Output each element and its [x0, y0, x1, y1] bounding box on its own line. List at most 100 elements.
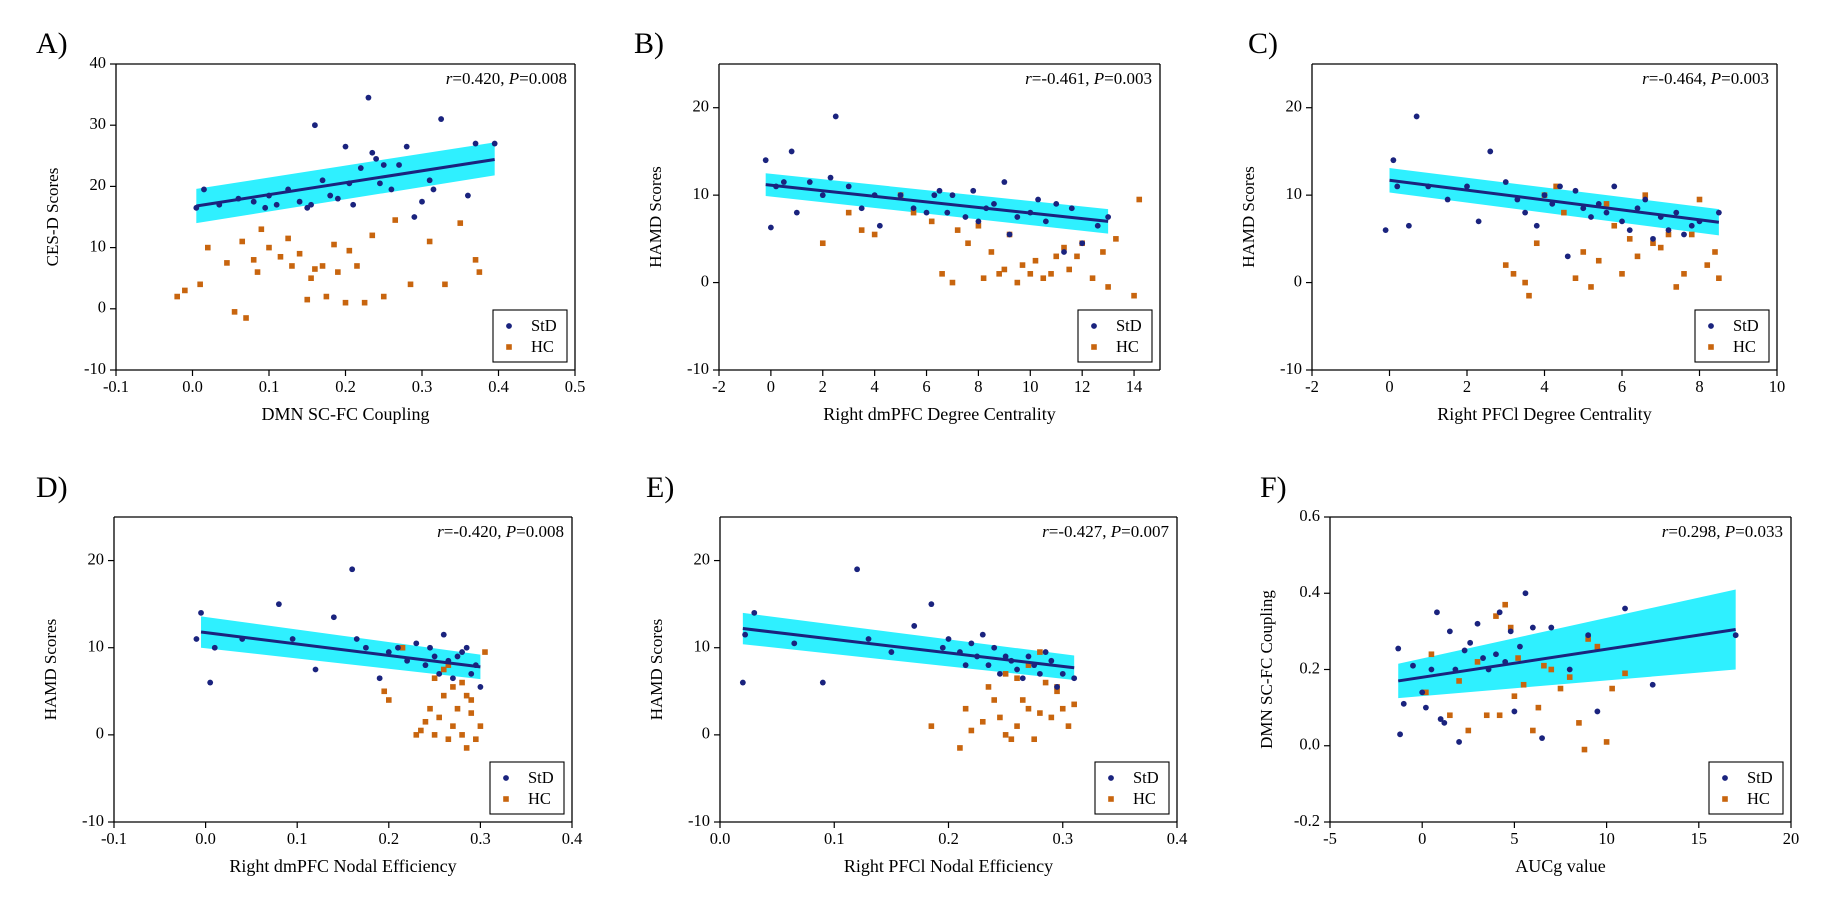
- std-point: [1079, 240, 1086, 247]
- hc-point: [1465, 727, 1472, 734]
- hc-point: [1520, 681, 1527, 688]
- hc-point: [1557, 685, 1564, 692]
- y-tick-label: 10: [694, 636, 711, 655]
- std-point: [1061, 249, 1067, 255]
- std-point: [422, 662, 429, 669]
- std-point: [1382, 227, 1389, 234]
- std-point: [369, 149, 376, 156]
- x-tick-label: 5: [1510, 829, 1518, 848]
- hc-point: [250, 257, 257, 263]
- hc-point: [468, 710, 475, 716]
- std-point: [1444, 196, 1451, 203]
- regression-line: [196, 157, 495, 208]
- std-point: [1461, 647, 1468, 654]
- hc-point: [1423, 689, 1429, 696]
- hc-point: [1065, 723, 1072, 729]
- x-tick-label: 0.3: [1052, 829, 1073, 848]
- hc-point: [1603, 739, 1610, 745]
- hc-point: [1580, 249, 1587, 255]
- x-axis-label: Right PFCl Nodal Efficiency: [844, 856, 1053, 876]
- hc-point: [957, 745, 963, 751]
- y-tick-label: 40: [90, 53, 107, 72]
- hc-point: [1665, 231, 1672, 238]
- std-point: [1673, 209, 1680, 216]
- hc-point: [1061, 244, 1067, 251]
- std-point: [832, 113, 839, 120]
- std-point: [1539, 735, 1545, 742]
- std-point: [450, 675, 456, 682]
- y-tick-label: 0: [98, 298, 106, 317]
- legend-hc-label: HC: [1733, 337, 1756, 356]
- hc-point: [418, 727, 424, 734]
- std-point: [991, 200, 997, 207]
- hc-point: [442, 281, 448, 288]
- x-tick-label: 14: [1126, 377, 1143, 396]
- x-tick-label: 20: [1783, 829, 1800, 848]
- std-point: [413, 640, 420, 647]
- y-tick-label: 0.0: [1299, 735, 1320, 754]
- std-point: [1588, 214, 1594, 220]
- std-point: [419, 198, 425, 205]
- hc-point: [459, 732, 465, 738]
- x-tick-label: 0: [1418, 829, 1426, 848]
- std-point: [1054, 684, 1060, 690]
- std-point: [436, 670, 443, 677]
- correlation-stat: r=0.420, P=0.008: [446, 69, 567, 88]
- std-point: [876, 222, 883, 229]
- std-point: [767, 224, 774, 231]
- legend-hc-label: HC: [1133, 789, 1156, 808]
- hc-point: [1581, 746, 1588, 753]
- std-point: [1042, 649, 1049, 655]
- x-tick-label: 10: [1769, 377, 1786, 396]
- hc-point: [1089, 275, 1096, 281]
- hc-point: [928, 218, 935, 225]
- hc-point: [991, 697, 997, 703]
- std-point: [330, 614, 337, 621]
- x-tick-label: 2: [1463, 377, 1471, 396]
- x-tick-label: -2: [1305, 377, 1319, 396]
- x-tick-label: 0.2: [938, 829, 959, 848]
- std-point: [396, 162, 402, 168]
- std-point: [1626, 227, 1633, 234]
- std-point: [440, 631, 447, 638]
- hc-point: [308, 275, 314, 281]
- hc-point: [1474, 659, 1481, 665]
- std-point: [380, 162, 387, 168]
- hc-point: [1027, 271, 1034, 277]
- hc-point: [1037, 710, 1043, 716]
- std-point: [1732, 632, 1739, 639]
- std-point: [1094, 222, 1101, 229]
- std-point: [1529, 624, 1536, 631]
- hc-point: [988, 249, 995, 255]
- confidence-band: [742, 612, 1075, 680]
- legend-box: [1708, 761, 1784, 815]
- std-point: [438, 116, 445, 122]
- x-tick-label: 0.4: [488, 377, 509, 396]
- hc-point: [1493, 613, 1499, 619]
- std-point: [289, 636, 296, 642]
- legend-hc-label: HC: [531, 337, 554, 356]
- std-point: [936, 187, 943, 194]
- hc-point: [1031, 736, 1037, 743]
- hc-point: [1595, 257, 1602, 264]
- std-point: [395, 644, 401, 651]
- hc-point: [1014, 723, 1020, 729]
- x-tick-label: -2: [712, 377, 726, 396]
- std-point: [1715, 209, 1722, 216]
- std-point: [308, 201, 314, 208]
- std-point: [1564, 253, 1571, 260]
- hc-point: [381, 688, 388, 695]
- x-tick-label: 6: [1618, 377, 1626, 396]
- std-point: [459, 649, 465, 655]
- hc-point: [1002, 671, 1009, 677]
- hc-point: [1530, 727, 1536, 734]
- chart-panel-b: B) -2 0 2 4 6 8 10 12 14 -10 0 10 20 Right dmPFC Degre…: [634, 27, 1161, 424]
- chart-panel-d: D) -0.1 0.0 0.1 0.2 0.3 0.4 -10 0 10 20 Right dmPFC…: [36, 471, 582, 876]
- std-point: [1037, 670, 1043, 677]
- hc-point: [1673, 284, 1680, 290]
- hc-point: [1113, 236, 1119, 242]
- hc-point: [445, 736, 452, 743]
- hc-point: [1014, 675, 1020, 682]
- hc-point: [1456, 678, 1462, 684]
- hc-point: [1008, 736, 1015, 743]
